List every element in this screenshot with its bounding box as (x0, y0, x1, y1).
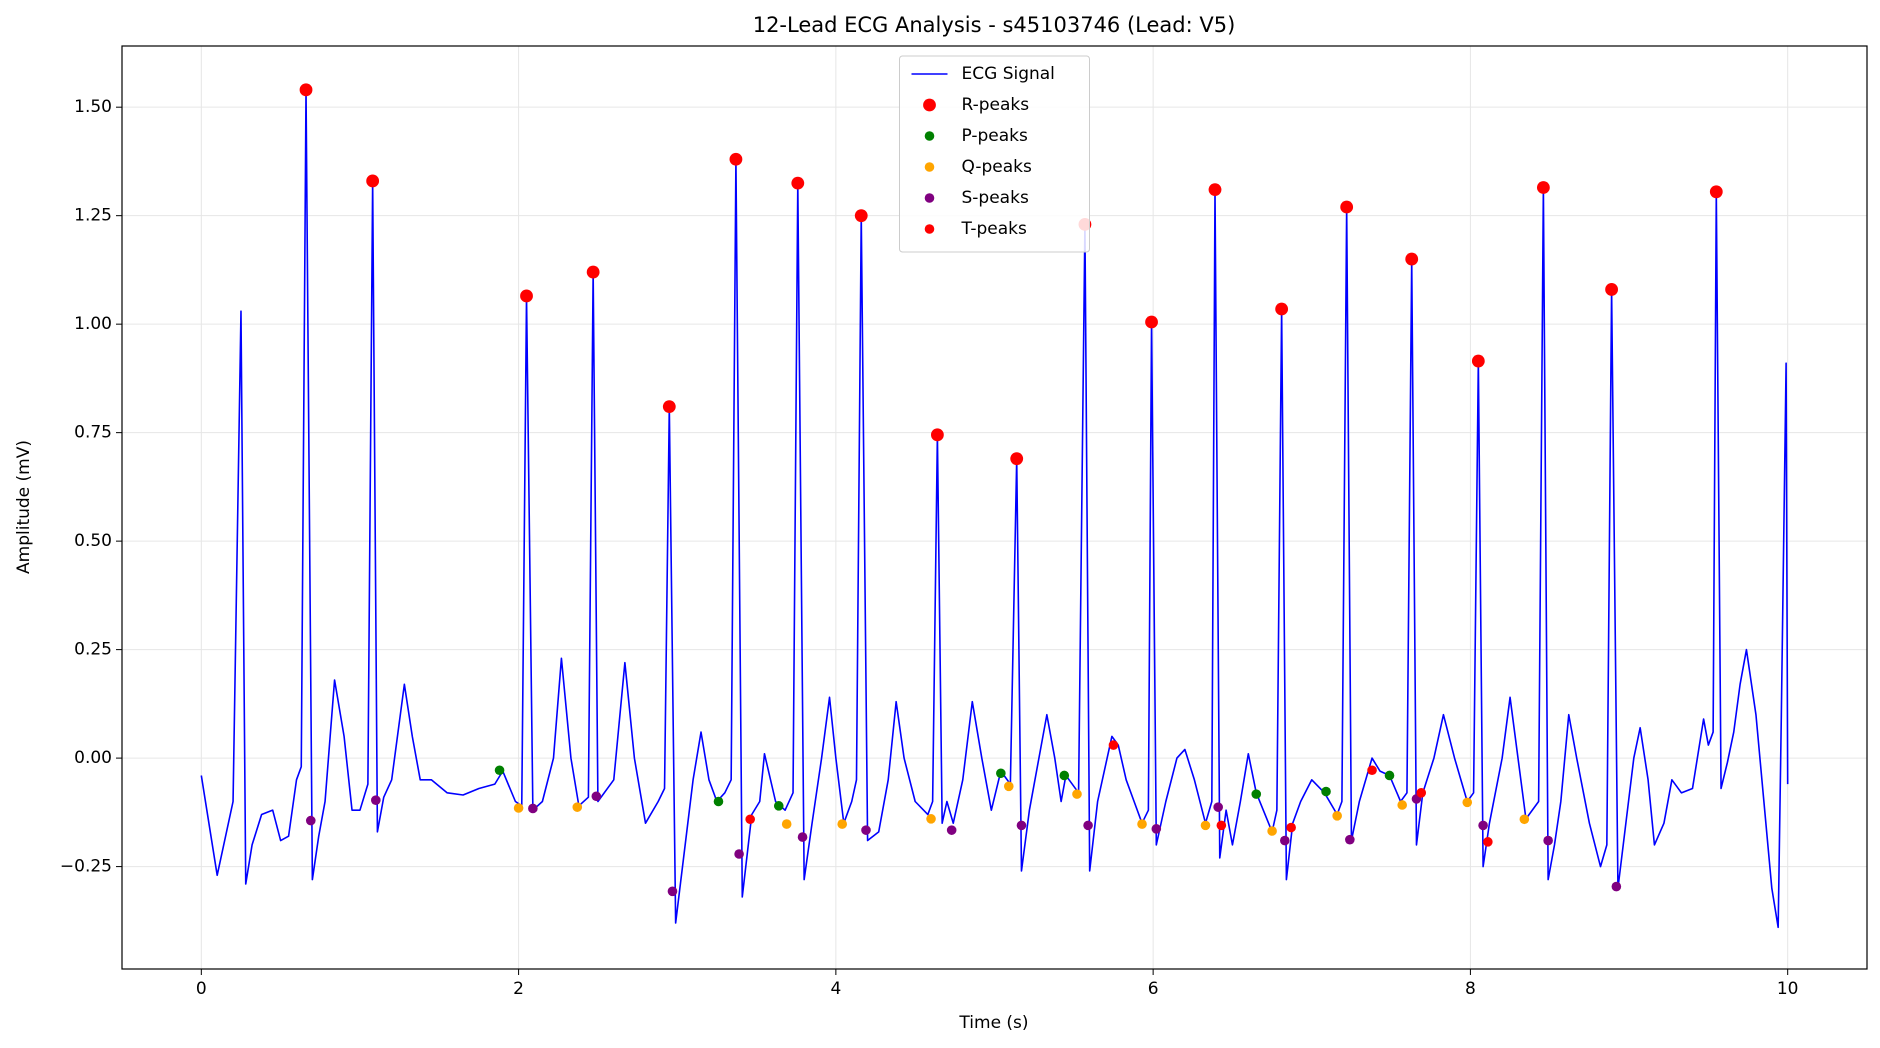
peak-marker (667, 886, 678, 897)
peak-marker (734, 849, 744, 859)
peak-marker (930, 428, 944, 442)
legend-swatch (923, 98, 936, 112)
peak-marker (781, 819, 792, 829)
peak-marker (996, 768, 1006, 779)
peak-marker (1332, 811, 1342, 821)
peak-marker (1137, 819, 1147, 829)
peak-marker (1151, 824, 1162, 834)
peak-marker (528, 803, 538, 814)
peak-marker (1611, 881, 1622, 892)
legend-swatch (924, 162, 935, 172)
peak-marker (1059, 770, 1070, 781)
peak-marker (861, 825, 871, 835)
peak-marker (1083, 820, 1093, 831)
y-tick-label: 0.00 (74, 748, 112, 768)
peak-marker (1275, 302, 1289, 316)
peak-marker (1072, 789, 1082, 799)
legend-label: P-peaks (962, 126, 1029, 146)
peak-marker (1286, 822, 1296, 833)
peak-marker (1709, 185, 1723, 199)
peak-marker (1145, 315, 1158, 329)
peak-marker (1200, 820, 1211, 831)
peak-marker (1267, 826, 1277, 836)
peak-marker (946, 825, 957, 835)
peak-marker (1462, 797, 1473, 808)
peak-marker (1605, 283, 1618, 296)
peak-marker (1405, 252, 1419, 266)
legend-label: S-peaks (962, 188, 1029, 208)
x-tick-label: 10 (1777, 979, 1799, 999)
peak-marker (1345, 834, 1355, 845)
legend-box (899, 55, 1090, 253)
peak-marker (1010, 452, 1024, 466)
peak-marker (586, 265, 600, 279)
peak-marker (1321, 786, 1331, 797)
peak-marker (513, 803, 524, 813)
legend-swatch (924, 193, 935, 203)
peak-marker (1016, 820, 1027, 831)
x-tick-label: 2 (513, 979, 524, 999)
y-tick-label: 0.75 (74, 423, 112, 443)
peak-marker (926, 814, 936, 824)
peak-marker (366, 174, 380, 188)
x-tick-label: 4 (830, 979, 841, 999)
peak-marker (591, 791, 602, 802)
peak-marker (854, 209, 868, 223)
peak-marker (1003, 781, 1014, 792)
peak-marker (1367, 765, 1377, 776)
peak-marker (1384, 770, 1395, 781)
peak-marker (773, 801, 784, 811)
peak-marker (729, 152, 743, 166)
peak-marker (520, 289, 533, 303)
chart-title: 12-Lead ECG Analysis - s45103746 (Lead: … (753, 13, 1236, 37)
plot-frame (121, 45, 1868, 970)
peak-marker (1483, 837, 1493, 847)
legend-swatch (924, 224, 935, 234)
peak-marker (1216, 820, 1227, 831)
legend-label: R-peaks (962, 95, 1030, 115)
peak-marker (1471, 354, 1485, 368)
peak-marker (572, 802, 583, 812)
peak-marker (1213, 802, 1223, 812)
y-tick-label: 0.50 (74, 531, 112, 551)
y-tick-label: −0.25 (60, 857, 112, 877)
peak-marker (837, 819, 848, 829)
ecg-line (200, 89, 1789, 929)
legend-swatch (924, 131, 935, 141)
legend-label: Q-peaks (962, 157, 1033, 177)
peak-marker (299, 83, 313, 97)
legend-label: T-peaks (961, 219, 1027, 239)
peak-marker (1543, 835, 1553, 846)
peak-marker (1536, 181, 1550, 194)
peak-marker (1251, 789, 1262, 799)
legend-label: ECG Signal (962, 64, 1055, 84)
peak-marker (494, 765, 505, 776)
peak-marker (1397, 800, 1407, 810)
peak-marker (305, 815, 316, 826)
peak-marker (1416, 788, 1427, 798)
y-tick-label: 0.25 (74, 640, 112, 660)
peak-marker (1519, 814, 1530, 825)
peak-marker (745, 814, 755, 825)
peak-marker (713, 796, 724, 807)
x-axis-label: Time (s) (958, 1013, 1028, 1033)
y-axis-label: Amplitude (mV) (14, 440, 34, 574)
x-tick-label: 8 (1465, 979, 1476, 999)
peak-marker (1108, 740, 1119, 750)
peak-marker (791, 176, 805, 190)
peak-marker (1340, 200, 1354, 214)
peak-marker (662, 400, 676, 414)
peak-marker (371, 795, 381, 805)
y-tick-label: 1.50 (74, 97, 112, 117)
x-tick-label: 6 (1148, 979, 1159, 999)
peak-marker (797, 832, 808, 842)
x-tick-label: 0 (196, 979, 207, 999)
peak-marker (1208, 183, 1222, 197)
peak-marker (1280, 835, 1290, 846)
peak-marker (1478, 820, 1488, 831)
y-tick-label: 1.00 (74, 314, 112, 334)
y-tick-label: 1.25 (74, 206, 112, 226)
